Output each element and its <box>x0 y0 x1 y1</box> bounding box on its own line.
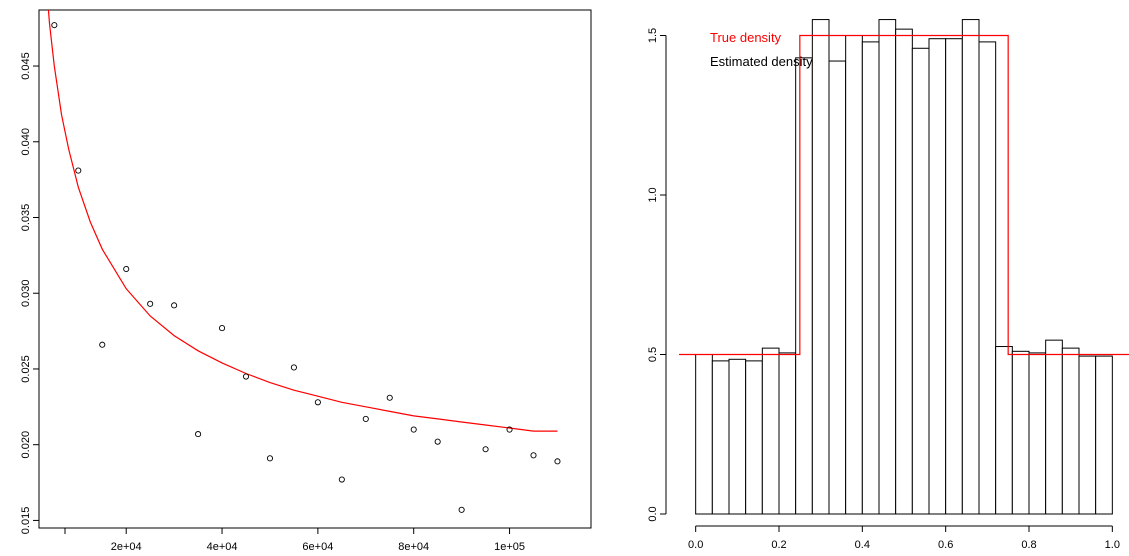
histogram-x-tick-label: 0.6 <box>938 539 953 551</box>
histogram-bar <box>695 354 713 515</box>
scatter-y-tick-label: 0.045 <box>20 52 32 80</box>
scatter-y-tick-label: 0.035 <box>20 204 32 232</box>
histogram-bar <box>728 358 747 515</box>
scatter-x-tick-label: 4e+04 <box>207 541 238 553</box>
histogram-bar <box>1011 350 1030 515</box>
histogram-bar <box>795 57 813 515</box>
scatter-y-tick-label: 0.020 <box>20 431 32 459</box>
histogram-bar <box>928 38 947 515</box>
histogram-bar <box>911 47 930 515</box>
true-density-line-layer <box>679 34 1129 356</box>
histogram-bar <box>845 35 863 515</box>
histogram-bar <box>1028 352 1047 515</box>
scatter-point <box>218 325 226 332</box>
scatter-point <box>195 431 202 438</box>
scatter-x-axis: 2e+04 4e+04 6e+04 8e+04 1e+05 <box>64 528 525 553</box>
histogram-bars <box>695 19 1113 515</box>
scatter-point <box>362 415 369 422</box>
histogram-bar <box>945 38 963 515</box>
scatter-x-tick-label: 8e+04 <box>398 541 429 553</box>
scatter-point <box>75 167 82 174</box>
scatter-point <box>338 476 345 483</box>
histogram-y-tick-label: 1.0 <box>647 187 659 202</box>
scatter-panel: 0.015 0.020 0.025 0.030 0.035 0.040 0.045 2e+0… <box>20 9 592 553</box>
scatter-point <box>51 22 58 29</box>
histogram-panel: 0.0 0.5 1.0 1.5 0.0 0.2 0.4 0.6 0.8 1.0 True den… <box>647 19 1129 551</box>
histogram-x-axis: 0.0 0.2 0.4 0.6 0.8 1.0 <box>688 525 1120 551</box>
scatter-point <box>554 458 561 465</box>
histogram-legend: True density Estimated density <box>710 30 813 69</box>
histogram-bar <box>978 41 997 515</box>
scatter-point <box>458 506 465 513</box>
histogram-bar <box>778 352 797 515</box>
scatter-point <box>123 265 130 273</box>
scatter-y-tick-label: 0.025 <box>20 355 32 383</box>
histogram-bar <box>711 360 730 515</box>
legend-entry-true-density: True density <box>710 30 782 45</box>
scatter-point <box>99 341 106 348</box>
scatter-y-tick-label: 0.040 <box>20 128 32 156</box>
scatter-y-tick-label: 0.015 <box>20 507 32 535</box>
legend-entry-estimated-density: Estimated density <box>710 54 813 69</box>
scatter-y-axis: 0.015 0.020 0.025 0.030 0.035 0.040 0.045 <box>20 52 39 534</box>
histogram-bar <box>961 19 980 515</box>
fitted-curve <box>47 10 558 432</box>
histogram-bar <box>1045 339 1063 515</box>
scatter-x-tick-label: 1e+05 <box>494 541 525 553</box>
histogram-x-tick-label: 0.0 <box>688 539 703 551</box>
histogram-x-tick-label: 0.4 <box>855 539 870 551</box>
scatter-point <box>410 426 417 433</box>
true-density-line <box>679 34 1129 356</box>
scatter-x-tick-label: 6e+04 <box>302 541 333 553</box>
scatter-x-tick-label: 2e+04 <box>111 541 142 553</box>
scatter-point <box>171 302 178 309</box>
scatter-point <box>147 300 154 307</box>
scatter-point <box>506 426 513 433</box>
scatter-point <box>434 438 441 445</box>
histogram-bar <box>828 60 847 515</box>
histogram-bar <box>895 28 913 515</box>
histogram-bar <box>995 346 1013 515</box>
histogram-bar <box>861 41 880 515</box>
histogram-bar <box>1095 355 1113 515</box>
scatter-point <box>482 446 489 453</box>
scatter-point <box>290 364 297 371</box>
histogram-bar <box>761 347 780 515</box>
scatter-points <box>51 22 561 513</box>
histogram-x-tick-label: 1.0 <box>1105 539 1120 551</box>
histogram-x-tick-label: 0.2 <box>771 539 786 551</box>
histogram-bar <box>1078 355 1097 515</box>
histogram-y-tick-label: 0.5 <box>647 347 659 362</box>
scatter-y-tick-label: 0.030 <box>20 279 32 307</box>
histogram-bar <box>1061 347 1080 515</box>
histogram-x-tick-label: 0.8 <box>1021 539 1036 551</box>
histogram-bar <box>745 360 763 515</box>
scatter-point <box>266 455 274 462</box>
histogram-bar <box>811 19 830 515</box>
scatter-plot-frame <box>38 9 592 529</box>
scatter-point <box>386 394 393 401</box>
histogram-y-tick-label: 1.5 <box>647 28 659 43</box>
histogram-y-axis: 0.0 0.5 1.0 1.5 <box>647 28 667 522</box>
scatter-point <box>242 373 250 380</box>
scatter-point <box>530 452 537 459</box>
histogram-y-tick-label: 0.0 <box>647 506 659 521</box>
histogram-bar <box>878 19 897 515</box>
scatter-curve-layer <box>47 10 558 432</box>
scatter-point <box>314 399 321 406</box>
